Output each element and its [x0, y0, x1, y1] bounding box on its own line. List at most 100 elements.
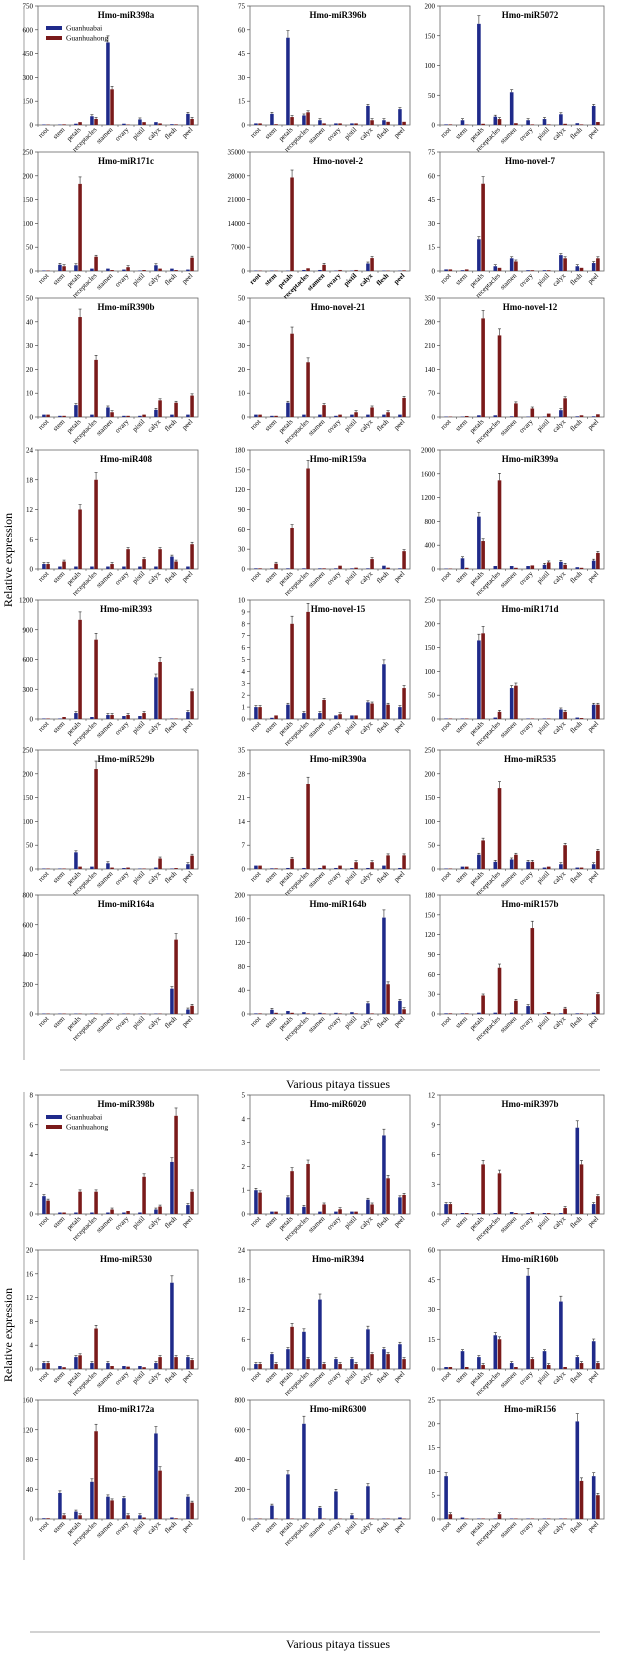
bar-guanhuabai	[542, 1351, 547, 1369]
y-tick-label: 75	[238, 3, 246, 11]
y-tick-label: 50	[26, 295, 34, 303]
bar-guanhuahong	[579, 567, 584, 569]
bar-guanhuabai	[106, 1496, 110, 1519]
bar-guanhuahong	[354, 715, 358, 719]
bar-guanhuabai	[58, 566, 62, 569]
category-label: pistil	[535, 1370, 551, 1386]
bar-guanhuahong	[322, 1013, 326, 1014]
bar-guanhuahong	[402, 688, 406, 719]
category-label: flesh	[163, 1214, 179, 1230]
y-tick-label: 400	[235, 1456, 246, 1464]
plot-frame	[37, 749, 199, 870]
bar-guanhuahong	[290, 1326, 294, 1369]
x-axis-label-bottom: Various pitaya tissues	[286, 1637, 390, 1651]
bar-guanhuahong	[402, 855, 406, 869]
category-label: calyx	[146, 417, 163, 434]
bar-guanhuabai	[591, 1341, 596, 1369]
y-tick-label: 6	[432, 1151, 436, 1159]
category-label: calyx	[358, 417, 375, 434]
y-tick-label: 12	[238, 1306, 246, 1314]
y-tick-label: 800	[425, 518, 436, 526]
bar-guanhuabai	[477, 1357, 481, 1369]
y-tick-label: 90	[428, 951, 436, 959]
bar-guanhuahong	[563, 1208, 567, 1214]
bar-guanhuahong	[402, 270, 406, 271]
y-tick-label: 40	[238, 318, 246, 326]
bar-guanhuahong	[448, 1013, 453, 1014]
y-tick-label: 150	[425, 794, 436, 802]
category-label: ovary	[518, 271, 535, 288]
bar-guanhuabai	[334, 415, 338, 417]
category-label: stem	[454, 719, 469, 734]
bar-guanhuabai	[154, 566, 158, 569]
bar-guanhuabai	[477, 854, 481, 869]
bar-guanhuabai	[477, 1012, 481, 1014]
category-label: flesh	[375, 1214, 391, 1230]
category-label: ovary	[325, 719, 342, 736]
category-label: root	[249, 418, 263, 432]
bar-guanhuabai	[460, 270, 465, 271]
bar-guanhuabai	[444, 124, 448, 125]
y-tick-label: 200	[425, 770, 436, 778]
bar-guanhuabai	[398, 109, 402, 125]
category-label: stamen	[499, 417, 519, 437]
bar-guanhuahong	[78, 509, 82, 569]
bar-guanhuabai	[254, 1013, 258, 1014]
category-label: peel	[586, 1370, 600, 1384]
legend-label: Guanhuabai	[66, 24, 102, 33]
bar-guanhuahong	[354, 412, 358, 417]
bar-guanhuabai	[542, 1013, 547, 1014]
bar-guanhuahong	[354, 269, 358, 271]
y-tick-label: 600	[23, 656, 34, 664]
bar-guanhuabai	[526, 120, 530, 125]
chart-title: Hmo-miR171c	[98, 156, 154, 166]
chart-title: Hmo-miR6020	[310, 1099, 367, 1109]
bar-guanhuabai	[493, 1213, 498, 1214]
bar-guanhuahong	[530, 1359, 535, 1369]
bar-guanhuabai	[170, 1517, 174, 1519]
bar-guanhuabai	[318, 568, 322, 569]
category-label: root	[37, 1015, 51, 1029]
category-label: pistil	[131, 1215, 147, 1231]
bar-guanhuahong	[158, 549, 162, 569]
y-tick-label: 3	[242, 680, 246, 688]
category-label: stem	[263, 125, 278, 140]
category-label: stem	[454, 1369, 469, 1384]
y-tick-label: 600	[23, 26, 34, 34]
bar-guanhuahong	[448, 1204, 453, 1214]
category-label: peel	[181, 1015, 195, 1029]
bar-guanhuabai	[509, 1212, 514, 1214]
bar-guanhuahong	[62, 124, 66, 125]
bar-guanhuahong	[46, 1518, 50, 1519]
category-label: ovary	[518, 569, 535, 586]
y-tick-label: 600	[235, 1426, 246, 1434]
category-label: pistil	[535, 272, 551, 288]
bar-guanhuabai	[398, 1197, 402, 1214]
y-tick-label: 28000	[228, 172, 246, 180]
category-label: peel	[586, 870, 600, 884]
bar-guanhuabai	[58, 1212, 62, 1214]
y-tick-label: 200	[425, 620, 436, 628]
bar-guanhuahong	[370, 1013, 374, 1014]
bar-guanhuabai	[526, 270, 530, 271]
category-label: pistil	[343, 720, 359, 736]
y-tick-label: 750	[23, 3, 34, 11]
category-label: calyx	[551, 125, 568, 142]
bar-guanhuahong	[497, 1514, 502, 1519]
bar-guanhuahong	[354, 1211, 358, 1214]
bar-guanhuabai	[286, 867, 290, 869]
category-label: peel	[181, 570, 195, 584]
bar-guanhuabai	[460, 1517, 465, 1519]
bar-guanhuahong	[78, 1191, 82, 1214]
bar-guanhuabai	[302, 1012, 306, 1014]
category-label: ovary	[113, 1519, 130, 1536]
bar-guanhuahong	[514, 685, 518, 719]
bar-guanhuahong	[497, 1173, 502, 1214]
y-tick-label: 2	[242, 1163, 246, 1171]
plot-frame	[439, 449, 605, 570]
bar-guanhuahong	[386, 984, 390, 1014]
category-label: calyx	[146, 1519, 163, 1536]
